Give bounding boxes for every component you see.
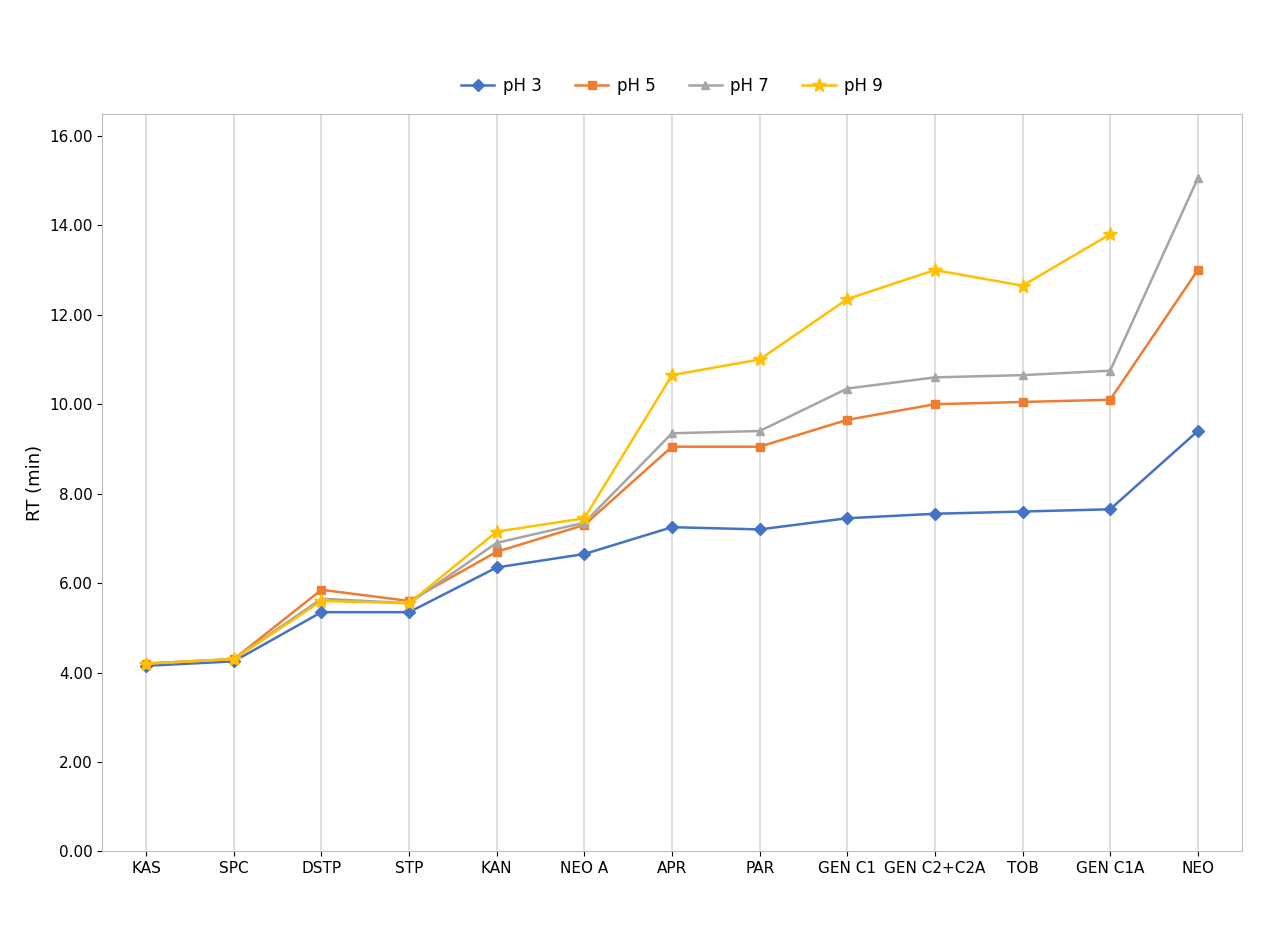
pH 3 [402, 606, 417, 618]
pH 3 [840, 513, 855, 524]
pH 7 [1015, 370, 1030, 381]
pH 7 [314, 593, 329, 604]
pH 9 [927, 264, 942, 275]
pH 9 [751, 354, 767, 365]
pH 5 [577, 519, 593, 531]
pH 7 [664, 428, 680, 439]
Line: pH 7: pH 7 [142, 174, 1202, 668]
pH 7 [927, 372, 942, 383]
pH 3 [927, 508, 942, 519]
Line: pH 3: pH 3 [142, 427, 1202, 670]
Legend: pH 3, pH 5, pH 7, pH 9: pH 3, pH 5, pH 7, pH 9 [454, 70, 890, 101]
Line: pH 5: pH 5 [142, 266, 1202, 668]
pH 3 [1102, 503, 1117, 515]
pH 3 [489, 562, 504, 573]
pH 5 [927, 398, 942, 410]
Y-axis label: RT (min): RT (min) [26, 445, 44, 520]
pH 3 [1015, 506, 1030, 517]
pH 3 [577, 549, 593, 560]
pH 5 [1015, 396, 1030, 408]
pH 7 [840, 383, 855, 394]
pH 9 [138, 657, 154, 669]
pH 7 [138, 657, 154, 669]
pH 5 [1190, 264, 1206, 275]
pH 5 [489, 546, 504, 557]
pH 3 [138, 660, 154, 672]
pH 7 [1190, 173, 1206, 184]
pH 5 [314, 584, 329, 595]
pH 5 [1102, 394, 1117, 406]
pH 5 [138, 657, 154, 669]
pH 5 [664, 441, 680, 452]
pH 9 [227, 654, 242, 665]
pH 9 [402, 598, 417, 609]
pH 5 [751, 441, 767, 452]
pH 7 [402, 598, 417, 609]
pH 7 [577, 517, 593, 529]
pH 3 [751, 524, 767, 535]
Line: pH 9: pH 9 [140, 227, 1117, 671]
pH 9 [314, 595, 329, 606]
pH 9 [1102, 229, 1117, 240]
pH 9 [1015, 280, 1030, 291]
pH 7 [751, 426, 767, 437]
pH 3 [314, 606, 329, 618]
pH 9 [489, 526, 504, 537]
pH 5 [840, 414, 855, 426]
pH 5 [227, 654, 242, 665]
pH 5 [402, 595, 417, 606]
pH 7 [489, 537, 504, 549]
pH 3 [1190, 426, 1206, 437]
pH 9 [664, 370, 680, 381]
pH 3 [227, 656, 242, 667]
pH 7 [227, 654, 242, 665]
pH 9 [577, 513, 593, 524]
pH 3 [664, 521, 680, 533]
pH 9 [840, 293, 855, 305]
pH 7 [1102, 365, 1117, 377]
